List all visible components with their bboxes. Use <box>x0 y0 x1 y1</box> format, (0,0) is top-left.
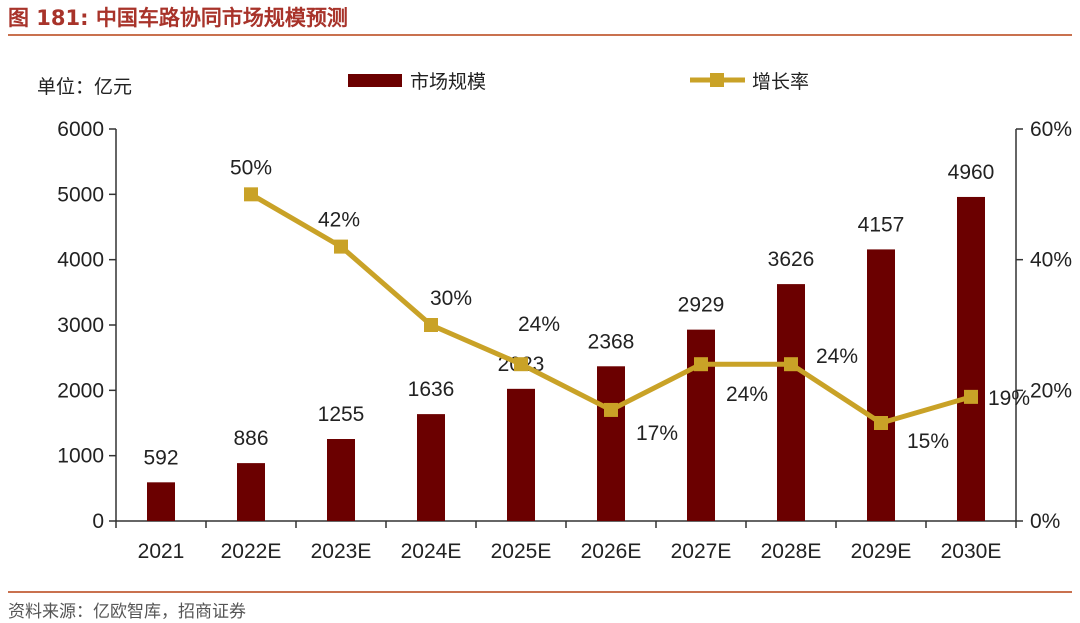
bar-value-label: 3626 <box>768 248 815 271</box>
chart-title: 图 181: 中国车路协同市场规模预测 <box>8 2 348 32</box>
source-note: 资料来源：亿欧智库，招商证券 <box>8 602 246 622</box>
bar-value-label: 592 <box>143 446 178 469</box>
bar <box>957 196 985 522</box>
growth-value-label: 50% <box>230 156 272 179</box>
y-right-tick-label: 40% <box>1030 249 1072 272</box>
bar <box>417 414 445 521</box>
bar <box>867 249 895 521</box>
bar-value-label: 2929 <box>678 294 725 317</box>
legend-line-label: 增长率 <box>752 71 809 93</box>
growth-labels: 50% 42% 30% 24% 17% 24% 24% 15% 19% <box>230 156 1030 453</box>
x-tick-label: 2028E <box>761 540 822 563</box>
y-left-tick-label: 1000 <box>57 445 104 468</box>
bar <box>237 463 265 521</box>
growth-line <box>244 187 978 430</box>
bar <box>777 284 805 521</box>
y-right-tick-label: 0% <box>1030 510 1060 533</box>
bar-value-label: 1255 <box>318 403 365 426</box>
x-tick-label: 2027E <box>671 540 732 563</box>
growth-marker <box>964 389 978 404</box>
legend-bar-swatch <box>348 74 402 87</box>
title-text: 中国车路协同市场规模预测 <box>95 6 348 30</box>
growth-value-label: 24% <box>816 345 858 368</box>
x-tick-label: 2021 <box>138 540 185 563</box>
x-tick-label: 2030E <box>941 540 1002 563</box>
title-rule <box>8 34 1072 36</box>
bar-value-label: 886 <box>233 427 268 450</box>
bar <box>327 439 355 521</box>
growth-marker <box>694 357 708 372</box>
bar <box>147 482 175 521</box>
y-left-tick-label: 6000 <box>57 118 104 141</box>
x-tick-label: 2029E <box>851 540 912 563</box>
bar-value-label: 4960 <box>948 161 995 184</box>
growth-marker <box>604 402 618 417</box>
x-tick-label: 2026E <box>581 540 642 563</box>
growth-value-label: 19% <box>988 387 1030 410</box>
y-left-tick-label: 0 <box>92 510 104 533</box>
growth-value-label: 17% <box>636 422 678 445</box>
growth-value-label: 30% <box>430 287 472 310</box>
bar <box>597 366 625 521</box>
y-left-tick-label: 3000 <box>57 314 104 337</box>
x-tick-label: 2023E <box>311 540 372 563</box>
growth-marker <box>874 416 888 430</box>
legend-line-marker <box>710 73 724 87</box>
growth-value-label: 15% <box>907 430 949 453</box>
growth-value-label: 24% <box>518 313 560 336</box>
bar-value-label: 4157 <box>858 213 905 236</box>
growth-marker <box>784 357 798 372</box>
growth-marker <box>514 357 528 372</box>
axes: 0 1000 2000 3000 4000 5000 6000 0% 20% 40% 60% 2021… <box>57 118 1072 563</box>
bars <box>147 196 985 522</box>
y-left-tick-label: 5000 <box>57 183 104 206</box>
x-tick-label: 2024E <box>401 540 462 563</box>
x-tick-label: 2025E <box>491 540 552 563</box>
legend-bar-label: 市场规模 <box>410 71 486 93</box>
growth-value-label: 24% <box>726 383 768 406</box>
y-left-tick-label: 4000 <box>57 249 104 272</box>
growth-value-label: 42% <box>318 209 360 232</box>
growth-marker <box>424 318 438 332</box>
legend: 市场规模 增长率 <box>348 71 809 93</box>
growth-marker <box>334 239 348 254</box>
growth-marker <box>244 187 258 202</box>
bar-value-label: 1636 <box>408 378 455 401</box>
y-right-tick-label: 20% <box>1030 379 1072 402</box>
figure-number: 图 181: <box>8 6 89 30</box>
y-right-tick-label: 60% <box>1030 118 1072 141</box>
y-left-tick-label: 2000 <box>57 379 104 402</box>
x-tick-label: 2022E <box>221 540 282 563</box>
source-rule <box>8 591 1072 593</box>
bar <box>507 388 535 521</box>
unit-label: 单位：亿元 <box>37 76 132 98</box>
bar-value-label: 2368 <box>588 330 635 353</box>
bar-labels: 59288612551636202323682929362641574960 <box>143 161 994 469</box>
